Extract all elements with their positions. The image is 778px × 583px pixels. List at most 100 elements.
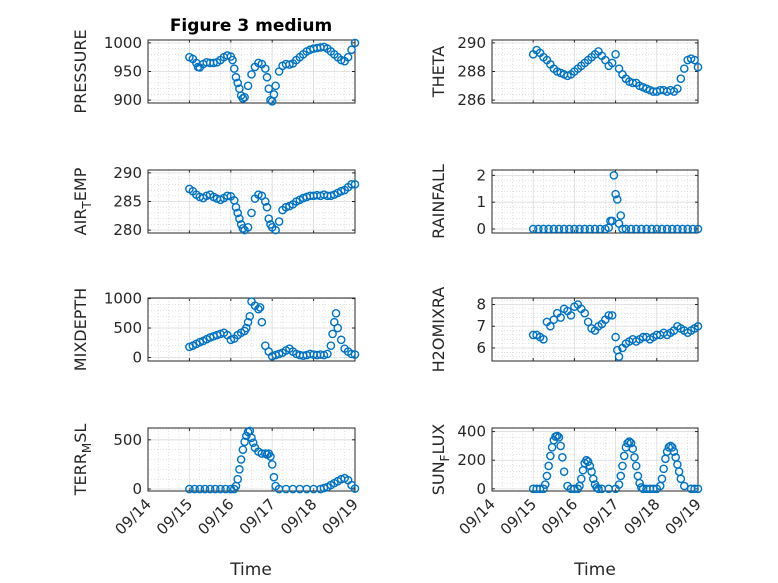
data-point bbox=[269, 472, 279, 482]
data-point bbox=[350, 484, 360, 493]
data-point bbox=[673, 84, 682, 93]
data-point bbox=[607, 311, 617, 320]
data-point bbox=[350, 38, 360, 48]
data-point bbox=[262, 72, 272, 82]
data-point bbox=[269, 90, 279, 99]
data-point bbox=[539, 334, 548, 344]
data-point bbox=[628, 78, 638, 88]
figure-title: Figure 3 medium bbox=[170, 16, 332, 36]
data-point bbox=[667, 443, 677, 452]
data-point bbox=[223, 191, 232, 201]
data-point bbox=[625, 437, 634, 446]
data-point bbox=[554, 224, 564, 234]
data-point bbox=[195, 484, 205, 494]
data-point bbox=[185, 484, 194, 494]
y-axis-label: THETA bbox=[429, 46, 448, 98]
data-point bbox=[326, 341, 336, 350]
data-point bbox=[231, 72, 241, 82]
data-point bbox=[544, 461, 553, 471]
data-point bbox=[556, 441, 565, 451]
data-point bbox=[626, 438, 636, 448]
y-tick-label: 0 bbox=[476, 480, 486, 498]
data-point bbox=[271, 81, 280, 91]
y-tick-label: 280 bbox=[113, 221, 142, 239]
data-point bbox=[623, 438, 632, 448]
data-point bbox=[262, 202, 272, 212]
data-point bbox=[616, 211, 626, 220]
data-point bbox=[669, 447, 679, 456]
data-point bbox=[676, 74, 686, 83]
data-point bbox=[637, 224, 646, 234]
x-tick-label: 09/14 bbox=[456, 495, 499, 538]
data-point bbox=[254, 304, 263, 314]
data-point bbox=[323, 349, 332, 359]
x-axis-label-left: Time bbox=[229, 560, 272, 580]
data-point bbox=[233, 208, 242, 218]
y-tick-label: 950 bbox=[113, 63, 142, 81]
subplot-rainfall: 0 1 2 RAINFALL bbox=[429, 164, 703, 239]
data-point bbox=[583, 317, 593, 327]
y-tick-label: 6 bbox=[476, 339, 486, 357]
data-point bbox=[535, 484, 545, 494]
y-axis-label: SUNFLUX bbox=[429, 424, 452, 496]
data-point bbox=[580, 224, 590, 234]
data-point bbox=[647, 224, 656, 234]
y-tick-label: 288 bbox=[457, 63, 486, 81]
data-point bbox=[200, 484, 210, 494]
data-point bbox=[580, 308, 590, 318]
data-point bbox=[611, 189, 620, 199]
data-point bbox=[594, 484, 603, 494]
data-point bbox=[235, 465, 244, 474]
data-point bbox=[240, 437, 249, 447]
y-tick-label: 0 bbox=[476, 220, 486, 238]
data-point bbox=[637, 483, 646, 492]
subplot-air_temp: 280 285 290 AIRTEMP bbox=[71, 164, 360, 239]
x-tick-label: 09/14 bbox=[112, 495, 155, 538]
data-point bbox=[585, 224, 595, 234]
data-point bbox=[229, 64, 239, 73]
data-point bbox=[257, 317, 267, 327]
data-point bbox=[693, 484, 703, 494]
data-point bbox=[228, 55, 237, 65]
data-point bbox=[274, 217, 284, 226]
data-point bbox=[657, 224, 667, 234]
data-point bbox=[190, 484, 199, 494]
data-point bbox=[592, 483, 602, 492]
data-point bbox=[267, 460, 277, 469]
x-tick-label: 09/18 bbox=[620, 495, 663, 538]
data-point bbox=[240, 92, 249, 102]
data-point bbox=[260, 197, 270, 206]
x-tick-label: 09/15 bbox=[153, 495, 196, 538]
data-point bbox=[233, 474, 242, 484]
data-point bbox=[350, 180, 360, 189]
y-tick-label: 200 bbox=[457, 451, 486, 469]
y-axis-label: TERRMSL bbox=[71, 424, 94, 497]
y-axis-label: PRESSURE bbox=[71, 29, 90, 113]
data-point bbox=[328, 329, 337, 339]
data-point bbox=[264, 84, 274, 93]
data-point bbox=[590, 224, 600, 234]
y-tick-label: 1000 bbox=[104, 34, 142, 52]
data-point bbox=[245, 311, 255, 321]
data-point bbox=[331, 309, 341, 318]
data-point bbox=[583, 457, 593, 466]
data-point bbox=[343, 52, 353, 62]
data-point bbox=[618, 224, 627, 234]
data-point bbox=[247, 70, 256, 79]
data-point bbox=[558, 453, 567, 462]
x-tick-label: 09/19 bbox=[319, 495, 362, 538]
data-point bbox=[693, 224, 703, 234]
data-point bbox=[242, 323, 251, 333]
y-axis-label: AIRTEMP bbox=[71, 167, 94, 235]
data-point bbox=[552, 431, 562, 441]
data-point bbox=[619, 451, 629, 461]
subplot-h2omixra: 6 7 8 H2OMIXRA bbox=[429, 287, 703, 372]
data-point bbox=[209, 58, 218, 68]
data-point bbox=[350, 350, 360, 359]
y-tick-label: 400 bbox=[457, 423, 486, 441]
data-point bbox=[243, 222, 253, 232]
data-point bbox=[235, 214, 244, 223]
subplot-mixdepth: 0 500 1000 MIXDEPTH bbox=[71, 288, 360, 371]
data-point bbox=[667, 224, 677, 234]
